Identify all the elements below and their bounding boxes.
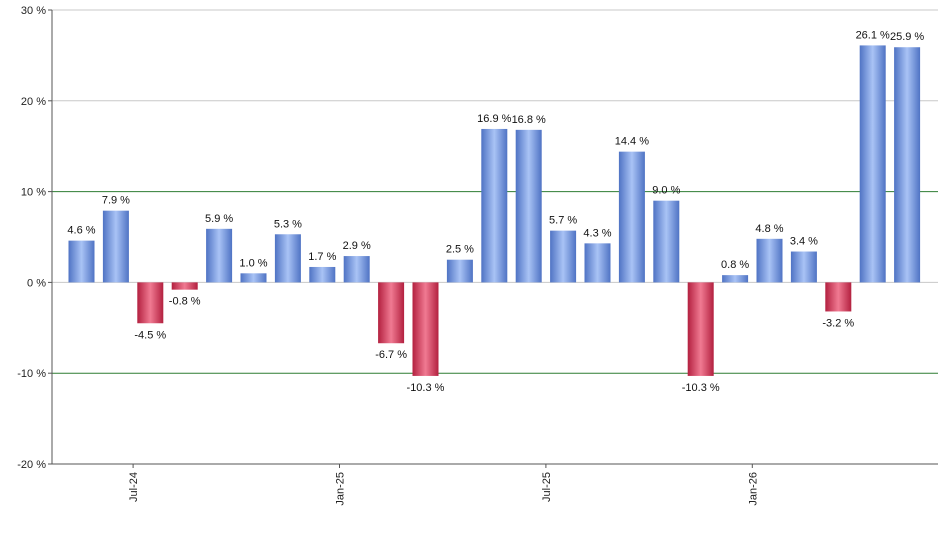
y-tick-label: 20 % xyxy=(21,96,46,108)
data-label: 4.8 % xyxy=(755,223,783,235)
bar xyxy=(137,282,164,324)
data-label: 1.0 % xyxy=(239,257,267,269)
y-tick-label: 30 % xyxy=(21,5,46,17)
bar xyxy=(343,256,370,283)
y-tick-label: 10 % xyxy=(21,187,46,199)
bar xyxy=(378,282,405,344)
bars-layer xyxy=(68,45,921,376)
bar xyxy=(481,128,508,283)
bar xyxy=(309,266,336,283)
data-label: 14.4 % xyxy=(615,136,649,148)
x-tick-label: Jul-24 xyxy=(128,472,140,502)
bar xyxy=(412,282,439,376)
data-label: 5.7 % xyxy=(549,215,577,227)
bar xyxy=(687,282,714,376)
bar xyxy=(68,240,95,283)
data-label: 16.8 % xyxy=(512,114,546,126)
x-tick-label: Jan-25 xyxy=(335,472,347,506)
bar xyxy=(206,228,233,283)
data-label: -10.3 % xyxy=(682,382,720,394)
data-label: 4.6 % xyxy=(67,225,95,237)
data-label: 5.9 % xyxy=(205,213,233,225)
data-label: 4.3 % xyxy=(583,227,611,239)
bar xyxy=(653,200,680,283)
bar xyxy=(894,47,921,283)
y-tick-label: -20 % xyxy=(17,459,46,471)
data-label: -6.7 % xyxy=(375,349,407,361)
data-label: 3.4 % xyxy=(790,236,818,248)
data-label: 2.9 % xyxy=(343,240,371,252)
bar xyxy=(274,234,301,283)
bar xyxy=(825,282,852,312)
bar xyxy=(515,129,542,283)
y-tick-label: 0 % xyxy=(27,277,46,289)
bar xyxy=(618,151,645,283)
data-label: 7.9 % xyxy=(102,195,130,207)
data-label: 5.3 % xyxy=(274,218,302,230)
data-label: -0.8 % xyxy=(169,296,201,308)
bar xyxy=(240,273,267,283)
bar xyxy=(550,230,577,283)
bar xyxy=(584,243,611,283)
data-label: 2.5 % xyxy=(446,244,474,256)
x-tick-label: Jul-25 xyxy=(541,472,553,502)
axis-layer: -20 % -10 % 0 % 10 % 20 % 30 % Jul-24 Jan-25 Jul… xyxy=(17,5,938,506)
data-label: -4.5 % xyxy=(134,329,166,341)
data-label: 16.9 % xyxy=(477,113,511,125)
data-labels-layer: 4.6 % 7.9 % -4.5 % -0.8 % 5.9 % 1.0 % 5.3 % 1.7… xyxy=(67,29,924,394)
data-label: 25.9 % xyxy=(890,31,924,43)
data-label: -3.2 % xyxy=(822,317,854,329)
bar xyxy=(722,275,749,283)
bar xyxy=(446,259,473,283)
data-label: -10.3 % xyxy=(407,382,445,394)
data-label: 9.0 % xyxy=(652,185,680,197)
data-label: 26.1 % xyxy=(856,29,890,41)
x-tick-label: Jan-26 xyxy=(747,472,759,506)
bar xyxy=(756,238,783,283)
bar xyxy=(102,210,129,283)
bar xyxy=(790,251,817,283)
bar xyxy=(859,45,886,283)
data-label: 1.7 % xyxy=(308,251,336,263)
y-tick-label: -10 % xyxy=(17,368,46,380)
bar xyxy=(171,282,198,290)
data-label: 0.8 % xyxy=(721,259,749,271)
